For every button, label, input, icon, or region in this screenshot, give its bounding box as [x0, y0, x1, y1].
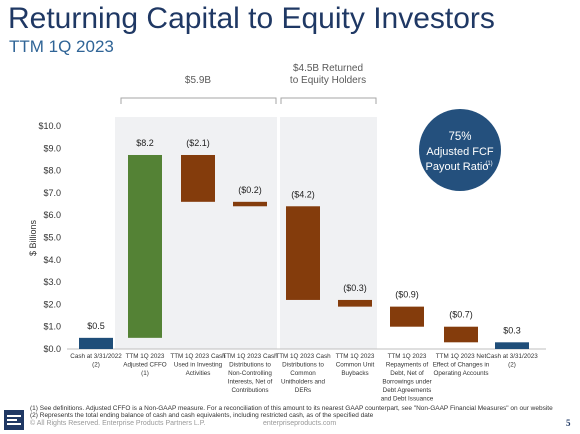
payout-ratio-circle: [419, 109, 501, 191]
bracket-label-4.5b-line1: $4.5B Returned: [293, 63, 363, 74]
y-axis-label: $ Billions: [28, 219, 38, 256]
x-category-label: DERs: [295, 387, 311, 394]
x-category-label: Common: [290, 370, 316, 377]
x-category-label: and Debt Issuance: [381, 396, 434, 403]
x-category-label: Debt Agreements: [383, 387, 432, 394]
page-title: Returning Capital to Equity Investors: [8, 2, 495, 35]
x-category-label: Cash at 3/31/2023: [486, 353, 538, 360]
x-category-label: TTM 1Q 2023: [126, 353, 165, 360]
x-category-label: Used in Investing: [174, 362, 223, 369]
y-tick-label: $5.0: [43, 233, 61, 243]
x-category-label: Buybacks: [341, 370, 368, 377]
bar-value-label: $0.3: [503, 325, 521, 335]
y-tick-label: $4.0: [43, 255, 61, 265]
payout-ratio-footnote-ref: (1): [485, 161, 492, 167]
bar-value-label: ($0.3): [343, 283, 367, 293]
x-category-label: TTM 1Q 2023 Cash: [222, 353, 278, 360]
x-category-label: Interests, Net of: [228, 379, 273, 386]
x-category-label: (1): [141, 370, 149, 377]
bar-3: [181, 154, 215, 202]
bracket-label-5.9b: $5.9B: [185, 75, 211, 86]
x-category-label: Distributions to: [229, 362, 271, 369]
payout-ratio-value: 75%: [448, 131, 471, 143]
payout-ratio-line2: Adjusted FCF: [426, 146, 494, 158]
x-category-label: Debt, Net of: [390, 370, 424, 377]
bracket-5.9b: [120, 97, 277, 104]
x-category-label: TTM 1Q 2023 Cash: [275, 353, 331, 360]
x-axis-labels: Cash at 3/31/2022 (2) TTM 1Q 2023 Adjusted …: [70, 353, 538, 403]
x-category-label: Distributions to: [282, 362, 324, 369]
x-category-label: Common Unit: [336, 362, 375, 369]
x-category-label: Borrowings under: [382, 379, 431, 386]
payout-ratio-line3: Payout Ratio: [426, 161, 489, 173]
bar-9: [495, 342, 529, 349]
footnote-1: (1) See definitions. Adjusted CFFO is a …: [30, 405, 553, 412]
website-link[interactable]: enterpriseproducts.com: [263, 420, 337, 427]
bar-5: [286, 206, 320, 300]
x-category-label: Unitholders and: [281, 379, 326, 386]
x-category-label: Adjusted CFFO: [123, 362, 166, 369]
bars-group: $0.5 $8.2 ($2.1) ($0.2) ($4.2) ($0.3) ($0.9) ($…: [79, 138, 529, 349]
bar-value-label: ($0.2): [238, 185, 262, 195]
y-tick-label: $8.0: [43, 166, 61, 176]
y-tick-label: $6.0: [43, 210, 61, 220]
x-category-label: Repayments of: [386, 362, 429, 369]
bar-value-label: ($0.9): [395, 290, 419, 300]
bar-7: [390, 306, 424, 327]
x-category-label: Contributions: [231, 387, 268, 394]
bar-4: [233, 201, 267, 207]
bracket-label-4.5b-line2: to Equity Holders: [290, 75, 366, 86]
bar-value-label: ($0.7): [449, 310, 473, 320]
x-category-label: Operating Accounts: [434, 370, 489, 377]
page-subtitle: TTM 1Q 2023: [9, 37, 114, 56]
bar-value-label: ($4.2): [291, 189, 315, 199]
copyright: © All Rights Reserved. Enterprise Produc…: [30, 420, 206, 427]
x-category-label: TTM 1Q 2023: [336, 353, 375, 360]
bar-value-label: ($2.1): [186, 138, 210, 148]
x-category-label: Cash at 3/31/2022: [70, 353, 122, 360]
company-logo-icon: [4, 410, 24, 430]
y-tick-label: $7.0: [43, 188, 61, 198]
x-category-label: TTM 1Q 2023: [388, 353, 427, 360]
y-tick-label: $1.0: [43, 322, 61, 332]
bar-6: [338, 299, 372, 307]
y-tick-label: $9.0: [43, 143, 61, 153]
y-tick-label: $0.0: [43, 344, 61, 354]
footnote-2: (2) Represents the total ending balance …: [30, 412, 374, 419]
y-axis-ticks: $0.0 $1.0 $2.0 $3.0 $4.0 $5.0 $6.0 $7.0 $8.0 $9.0…: [38, 121, 61, 354]
y-tick-label: $2.0: [43, 299, 61, 309]
bar-8: [444, 326, 478, 343]
bar-value-label: $0.5: [87, 321, 105, 331]
bar-2: [128, 154, 162, 338]
bar-value-label: $8.2: [136, 138, 154, 148]
x-category-label: (2): [508, 362, 516, 369]
x-category-label: TTM 1Q 2023 Cash: [170, 353, 226, 360]
x-category-label: Effect of Changes in: [433, 362, 490, 369]
y-tick-label: $3.0: [43, 277, 61, 287]
x-category-label: TTM 1Q 2023 Net: [436, 353, 487, 360]
page-number: 5: [566, 418, 571, 428]
x-category-label: Non-Controlling: [228, 370, 272, 377]
x-category-label: Activities: [186, 370, 211, 377]
y-tick-label: $10.0: [38, 121, 61, 131]
bar-1: [79, 337, 113, 349]
x-category-label: (2): [92, 362, 100, 369]
bracket-4.5b: [280, 97, 377, 104]
